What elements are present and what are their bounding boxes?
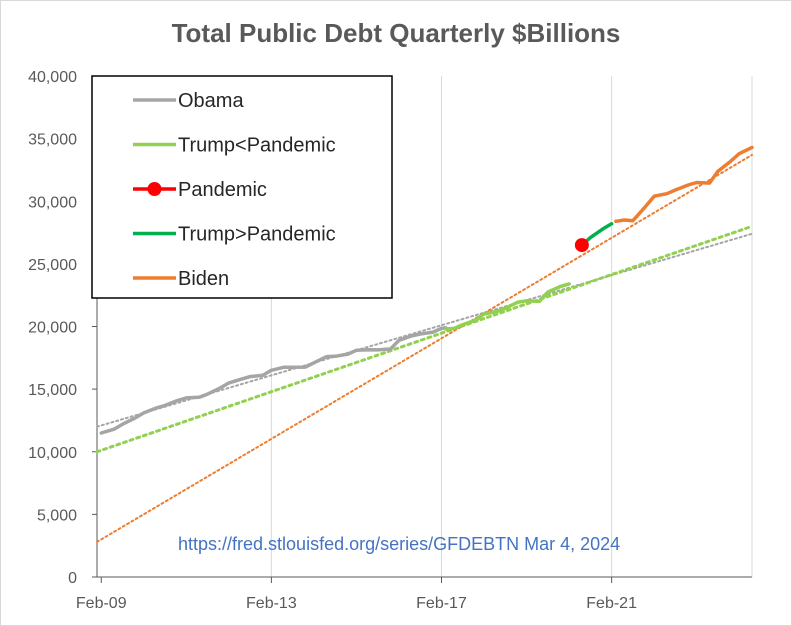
y-tick-label: 15,000 — [28, 382, 77, 399]
x-tick-label: Feb-21 — [586, 595, 637, 612]
tick-labels: Feb-09 Feb-13 Feb-17 Feb-21 0 5,000 10,000 15,0… — [28, 69, 637, 612]
trendline-trump-pandemic — [95, 224, 754, 454]
series-obama-line — [99, 326, 448, 435]
data-series — [99, 145, 754, 435]
legend-box — [91, 75, 393, 299]
trendline-biden — [96, 153, 753, 543]
x-tick-label: Feb-09 — [76, 595, 127, 612]
series-pandemic-point — [574, 238, 589, 253]
series-trump-pandemic-line — [444, 282, 571, 331]
legend-label-pandemic: Pandemic — [178, 179, 267, 201]
y-tick-label: 35,000 — [28, 132, 77, 149]
legend-label-trump-pandemic: Trump<Pandemic — [178, 135, 336, 157]
series-biden-line — [614, 145, 754, 224]
chart-title: Total Public Debt Quarterly $Billions — [171, 18, 621, 48]
y-tick-label: 25,000 — [28, 257, 77, 274]
x-tick-label: Feb-17 — [416, 595, 467, 612]
y-tick-label: 10,000 — [28, 445, 77, 462]
source-note: https://fred.stlouisfed.org/series/GFDEB… — [178, 534, 620, 554]
legend-label-trump-pandemic: Trump>Pandemic — [178, 224, 336, 246]
y-tick-label: 5,000 — [37, 507, 77, 524]
legend-label-obama: Obama — [178, 90, 244, 112]
y-tick-label: 0 — [68, 570, 77, 587]
legend: Obama Trump<Pandemic Pandemic Trump>Pandemi… — [91, 75, 393, 299]
trendlines — [95, 153, 754, 543]
y-tick-label: 20,000 — [28, 320, 77, 337]
trendline-obama — [96, 232, 753, 428]
y-tick-label: 40,000 — [28, 69, 77, 86]
legend-label-biden: Biden — [178, 268, 229, 290]
legend-marker-pandemic — [147, 182, 162, 196]
y-tick-label: 30,000 — [28, 194, 77, 211]
x-tick-label: Feb-13 — [246, 595, 297, 612]
